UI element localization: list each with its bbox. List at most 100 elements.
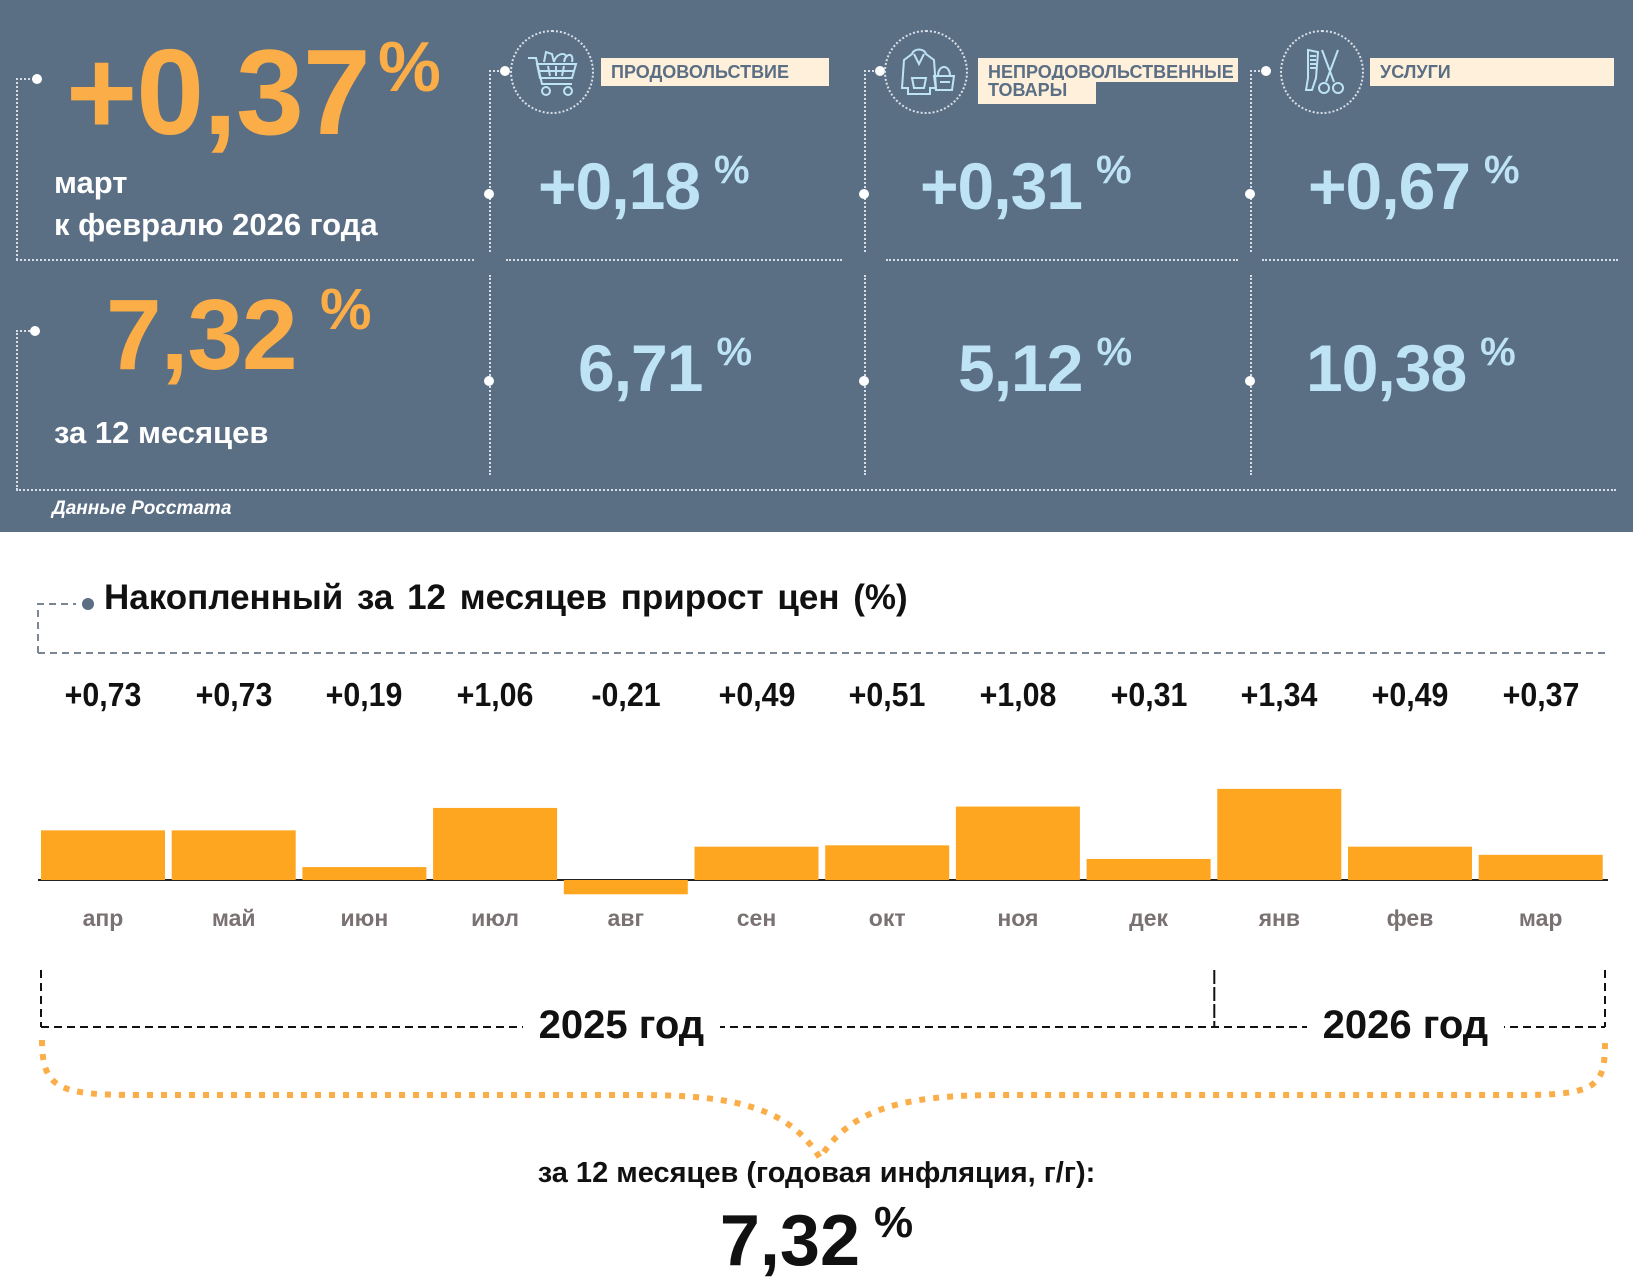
bar-янв — [1217, 788, 1342, 880]
month-label-апр: апр — [82, 905, 124, 931]
divider-line — [886, 259, 1238, 261]
bracket-line — [16, 78, 18, 260]
connector-dot — [484, 376, 494, 386]
bar-июл — [433, 807, 558, 880]
nonfood-monthly-number: +0,31 — [920, 149, 1083, 223]
column-separator — [864, 70, 866, 252]
month-label-авг: авг — [607, 905, 645, 931]
connector-dot — [1245, 376, 1255, 386]
percent-sign: % — [874, 1198, 914, 1247]
annual-inflation-number: 7,32 — [719, 1201, 860, 1281]
hoodie-and-bag-icon — [900, 48, 956, 95]
food-icon-circle — [510, 30, 594, 114]
monthly-caption-line2: к февралю 2026 года — [54, 207, 378, 242]
category-label-services: УСЛУГИ — [1370, 58, 1614, 86]
monthly-caption: март к февралю 2026 года — [54, 162, 378, 246]
month-label-май: май — [211, 905, 256, 931]
month-label-фев: фев — [1386, 905, 1434, 931]
bar-ноя — [955, 806, 1080, 880]
category-label-nonfood-line1: НЕПРОДОВОЛЬСТВЕННЫЕ — [978, 58, 1238, 82]
bar-мар — [1478, 854, 1603, 880]
value-label-янв: +1,34 — [1240, 676, 1318, 713]
connector-dot — [859, 376, 869, 386]
divider-line — [1262, 259, 1618, 261]
value-label-июн: +0,19 — [325, 676, 403, 713]
month-label-янв: янв — [1258, 905, 1301, 931]
connector-dot — [484, 189, 494, 199]
percent-sign: % — [714, 148, 750, 192]
value-label-авг: -0,21 — [591, 676, 661, 713]
annual-inflation-value: 7,32% — [0, 1198, 1633, 1282]
connector-dot — [859, 189, 869, 199]
month-label-мар: мар — [1518, 905, 1563, 931]
bar-фев — [1348, 846, 1472, 880]
shopping-cart-icon — [528, 50, 578, 96]
category-label-nonfood-line2: ТОВАРЫ — [978, 80, 1096, 104]
food-annual-value: 5,126,71% — [578, 330, 752, 406]
percent-sign: % — [378, 27, 441, 106]
food-monthly-value: +0,18% — [538, 148, 750, 224]
month-label-сен: сен — [736, 905, 777, 931]
connector-dot — [32, 74, 42, 84]
connector-dot — [1261, 66, 1271, 76]
divider-line — [16, 489, 1616, 491]
chart-title: Накопленный за 12 месяцев прирост цен (%… — [104, 578, 908, 617]
value-label-фев: +0,49 — [1371, 676, 1449, 713]
value-label-май: +0,73 — [195, 676, 273, 713]
bracket-line — [1250, 70, 1264, 72]
nonfood-monthly-value: +0,31% — [920, 148, 1132, 224]
percent-sign: % — [1480, 330, 1516, 374]
month-label-ноя: ноя — [997, 905, 1039, 931]
title-bullet-dot — [82, 598, 94, 610]
food-annual-number: 6,71 — [578, 331, 703, 405]
bar-июн — [302, 867, 427, 880]
annual-caption: за 12 месяцев — [54, 415, 269, 450]
connector-dot — [30, 326, 40, 336]
value-label-мар: +0,37 — [1502, 676, 1580, 713]
year-label-0: 2025 год — [522, 1003, 721, 1048]
connector-dot — [500, 66, 510, 76]
percent-sign: % — [1484, 148, 1520, 192]
value-label-дек: +0,31 — [1110, 676, 1188, 713]
column-separator — [489, 275, 491, 475]
value-label-окт: +0,51 — [848, 676, 926, 713]
percent-sign: % — [320, 277, 372, 342]
month-label-дек: дек — [1129, 905, 1169, 931]
monthly-caption-line1: март — [54, 165, 128, 200]
percent-sign: % — [1096, 330, 1132, 374]
column-separator — [489, 70, 491, 252]
summary-panel: +0,37% март к февралю 2026 года 7,32% за… — [0, 0, 1633, 532]
column-separator — [864, 275, 866, 475]
services-monthly-number: +0,67 — [1308, 149, 1471, 223]
value-label-июл: +1,06 — [456, 676, 534, 713]
divider-line — [16, 259, 474, 261]
annual-inflation-caption: за 12 месяцев (годовая инфляция, г/г): — [537, 1157, 1096, 1189]
month-label-июл: июл — [471, 905, 519, 931]
column-separator — [1250, 275, 1252, 475]
services-monthly-value: +0,67% — [1308, 148, 1520, 224]
annual-cpi-number: 7,32 — [106, 279, 298, 391]
nonfood-annual-value: 5,12% — [958, 330, 1132, 406]
food-monthly-number: +0,18 — [538, 149, 701, 223]
month-label-июн: июн — [340, 905, 389, 931]
bracket-line — [16, 330, 18, 490]
bar-май — [171, 830, 296, 880]
nonfood-annual-number: 5,12 — [958, 331, 1083, 405]
nonfood-icon-circle — [884, 30, 968, 114]
divider-line — [506, 259, 842, 261]
title-bracket-line — [37, 603, 76, 653]
connector-dot — [875, 66, 885, 76]
monthly-cpi-number: +0,37 — [66, 24, 371, 160]
bar-апр — [41, 830, 165, 880]
year-label-1: 2026 год — [1306, 1003, 1505, 1048]
data-source-note: Данные Росстата — [52, 498, 232, 519]
value-label-апр: +0,73 — [64, 676, 142, 713]
column-separator — [1250, 70, 1252, 252]
bar-окт — [825, 845, 950, 880]
annual-cpi-value: 7,32% — [106, 277, 372, 393]
bracket-line — [864, 70, 878, 72]
percent-sign: % — [1096, 148, 1132, 192]
services-icon-circle — [1280, 30, 1364, 114]
bracket-line — [489, 70, 503, 72]
